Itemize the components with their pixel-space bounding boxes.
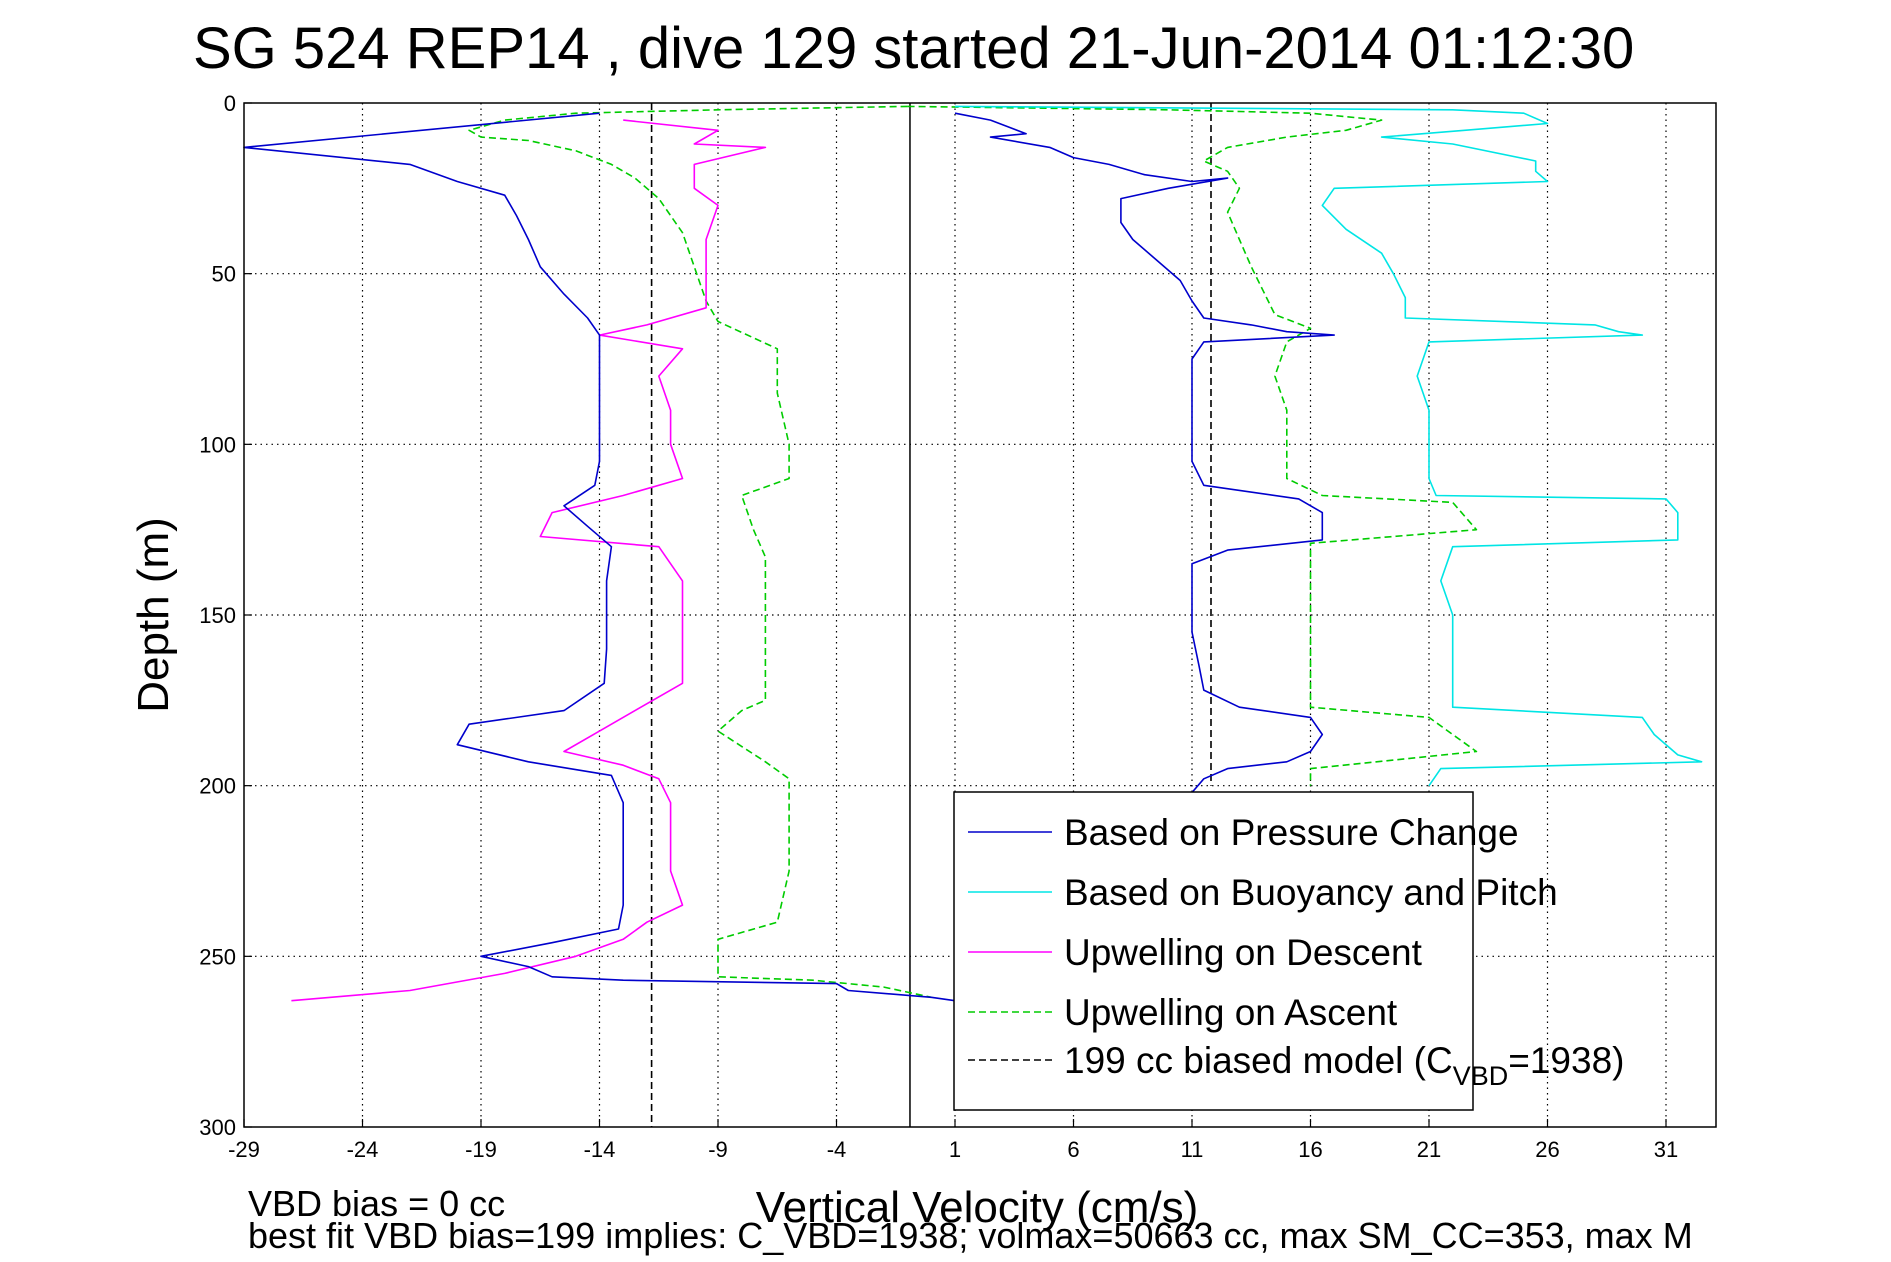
series-based-on-pressure-change-upper-line <box>954 112 1335 794</box>
series-upwelling-on-ascent-line <box>468 105 932 999</box>
x-tick-label: 21 <box>1417 1137 1441 1162</box>
x-tick-label: -29 <box>228 1137 260 1162</box>
x-axis-label: Vertical Velocity (cm/s) <box>756 1183 1199 1232</box>
fit-annotation: best fit VBD bias=199 implies: C_VBD=193… <box>248 1215 1693 1256</box>
x-tick-label: -4 <box>827 1137 847 1162</box>
x-tick-label: -14 <box>584 1137 616 1162</box>
legend-label-buoyancy: Based on Buoyancy and Pitch <box>1064 872 1558 913</box>
series-based-on-buoyancy-and-pitch-line <box>954 105 1703 787</box>
y-tick-labels: 0 50 100 150 200 250 300 <box>199 91 252 1140</box>
series-upwelling-on-ascent-upper-line <box>907 105 1478 786</box>
legend-items: Based on Pressure Change Based on Buoyanc… <box>968 812 1624 1091</box>
y-tick-label: 250 <box>199 944 236 969</box>
x-tick-label: 11 <box>1181 1137 1204 1162</box>
x-tick-label: -19 <box>465 1137 497 1162</box>
y-tick-label: 100 <box>199 432 236 457</box>
series-based-on-pressure-change-line <box>243 112 956 1002</box>
x-tick-label: 31 <box>1654 1137 1678 1162</box>
y-tick-label: 0 <box>224 91 236 116</box>
x-tick-label: 26 <box>1535 1137 1559 1162</box>
series-layer <box>243 103 1703 1127</box>
legend-label-model: 199 cc biased model (CVBD=1938) <box>1064 1040 1624 1091</box>
chart-title: SG 524 REP14 , dive 129 started 21-Jun-2… <box>193 16 1634 81</box>
x-tick-label: 1 <box>949 1137 961 1162</box>
x-tick-label: -24 <box>347 1137 379 1162</box>
legend-label-pressure: Based on Pressure Change <box>1064 812 1519 853</box>
legend-box <box>953 791 1474 1111</box>
x-tick-label: 6 <box>1067 1137 1079 1162</box>
legend-label-descent: Upwelling on Descent <box>1064 932 1423 973</box>
legend: Based on Pressure Change Based on Buoyanc… <box>953 791 1624 1111</box>
legend-label-ascent: Upwelling on Ascent <box>1064 992 1398 1033</box>
y-tick-label: 200 <box>199 774 236 799</box>
y-axis-label: Depth (m) <box>129 517 178 713</box>
y-tick-label: 300 <box>199 1115 236 1140</box>
bias-annotation: VBD bias = 0 cc <box>248 1183 505 1224</box>
x-tick-labels: -29 -24 -19 -14 -9 -4 1 6 11 16 21 26 31 <box>228 1119 1678 1162</box>
x-tick-label: -9 <box>708 1137 728 1162</box>
y-tick-label: 150 <box>199 603 236 628</box>
series-upwelling-on-descent-line <box>291 119 767 1002</box>
x-tick-label: 16 <box>1298 1137 1322 1162</box>
y-tick-label: 50 <box>212 262 236 287</box>
